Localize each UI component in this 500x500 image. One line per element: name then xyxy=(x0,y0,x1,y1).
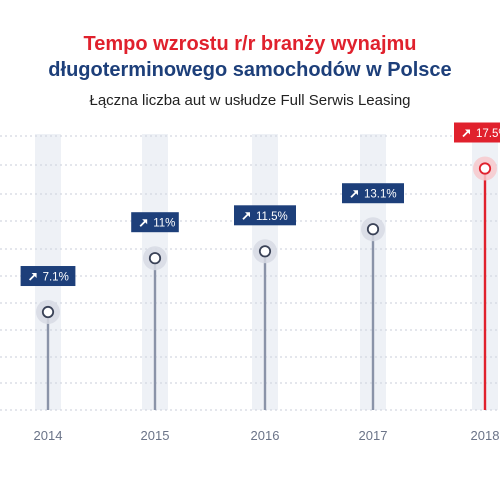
value-badge-2018: 17.5% xyxy=(454,122,500,143)
value-badge-bg xyxy=(234,205,296,226)
value-badge-2014: 7.1% xyxy=(20,266,76,287)
value-badge-2016: 11.5% xyxy=(234,205,296,226)
value-label-2016: 11.5% xyxy=(256,211,288,223)
value-label-2014: 7.1% xyxy=(43,272,69,284)
x-axis-label-2016: 2016 xyxy=(251,428,280,443)
chart-title-line-1: Tempo wzrostu r/r branży wynajmu xyxy=(83,33,417,55)
value-badge-bg xyxy=(20,266,76,287)
x-axis-label-2015: 2015 xyxy=(141,428,170,443)
value-label-2017: 13.1% xyxy=(364,189,397,201)
trend-up-arrow-icon xyxy=(242,212,250,220)
trend-up-arrow-icon xyxy=(28,273,37,281)
value-label-2015: 11% xyxy=(153,218,175,230)
value-badge-2017: 13.1% xyxy=(342,183,404,204)
chart-title-line-2: długoterminowego samochodów w Polsce xyxy=(48,59,452,81)
value-badge-bg xyxy=(454,122,500,143)
data-point-2017 xyxy=(366,223,380,236)
trend-up-arrow-icon xyxy=(462,129,470,138)
data-point-2018 xyxy=(478,162,492,175)
x-axis-label-2017: 2017 xyxy=(359,428,388,443)
value-label-2018: 17.5% xyxy=(476,128,500,140)
value-badge-2015: 11% xyxy=(131,212,179,233)
data-point-2015 xyxy=(148,252,162,265)
trend-up-arrow-icon xyxy=(350,190,358,198)
x-axis-label-2018: 2018 xyxy=(471,428,500,443)
value-badge-bg xyxy=(131,212,179,233)
data-point-2014 xyxy=(41,305,55,319)
x-axis-label-2014: 2014 xyxy=(34,428,63,443)
trend-up-arrow-icon xyxy=(139,219,148,227)
chart-subtitle: Łączna liczba aut w usłudze Full Serwis … xyxy=(89,92,411,109)
value-badge-bg xyxy=(342,183,404,204)
data-point-2016 xyxy=(258,245,272,258)
